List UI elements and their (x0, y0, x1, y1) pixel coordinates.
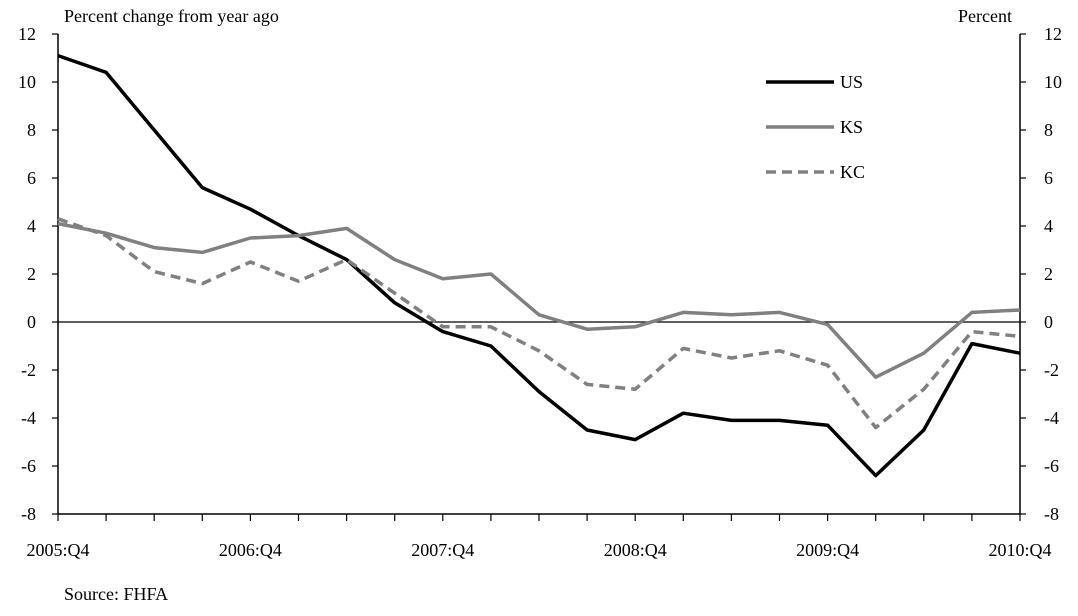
legend-label-ks: KS (840, 117, 863, 137)
y-tick-label-right: -6 (1044, 456, 1059, 476)
y-tick-label-right: 4 (1044, 216, 1053, 236)
series-line-us (57, 53, 1021, 478)
x-tick-label: 2008:Q4 (604, 540, 667, 560)
y-tick-label-right: 12 (1044, 24, 1062, 44)
x-tick-label: 2007:Q4 (411, 540, 474, 560)
left-axis-title: Percent change from year ago (64, 6, 279, 26)
legend-label-us: US (840, 72, 863, 92)
y-tick-label-right: -4 (1044, 408, 1059, 428)
y-tick-label-left: 10 (18, 72, 36, 92)
y-tick-label-left: 0 (27, 312, 36, 332)
x-tick-label: 2005:Q4 (27, 540, 90, 560)
y-tick-label-left: -4 (21, 408, 36, 428)
y-tick-label-right: -8 (1044, 504, 1059, 524)
y-tick-label-right: 8 (1044, 120, 1053, 140)
y-tick-label-left: 4 (27, 216, 36, 236)
y-tick-label-left: -6 (21, 456, 36, 476)
right-axis-title: Percent (958, 6, 1012, 26)
y-tick-label-right: 10 (1044, 72, 1062, 92)
y-tick-label-left: -2 (21, 360, 36, 380)
y-tick-label-left: 12 (18, 24, 36, 44)
y-tick-label-right: 0 (1044, 312, 1053, 332)
y-tick-label-left: -8 (21, 504, 36, 524)
legend-label-kc: KC (840, 162, 865, 182)
y-tick-label-right: -2 (1044, 360, 1059, 380)
x-tick-label: 2010:Q4 (989, 540, 1052, 560)
series-line-kc (57, 217, 1021, 430)
y-tick-label-left: 8 (27, 120, 36, 140)
y-tick-label-left: 6 (27, 168, 36, 188)
source-note: Source: FHFA (64, 584, 169, 604)
x-tick-label: 2009:Q4 (796, 540, 859, 560)
y-tick-label-right: 6 (1044, 168, 1053, 188)
x-tick-label: 2006:Q4 (219, 540, 282, 560)
y-tick-label-left: 2 (27, 264, 36, 284)
series-line-ks (57, 221, 1021, 379)
y-tick-label-right: 2 (1044, 264, 1053, 284)
